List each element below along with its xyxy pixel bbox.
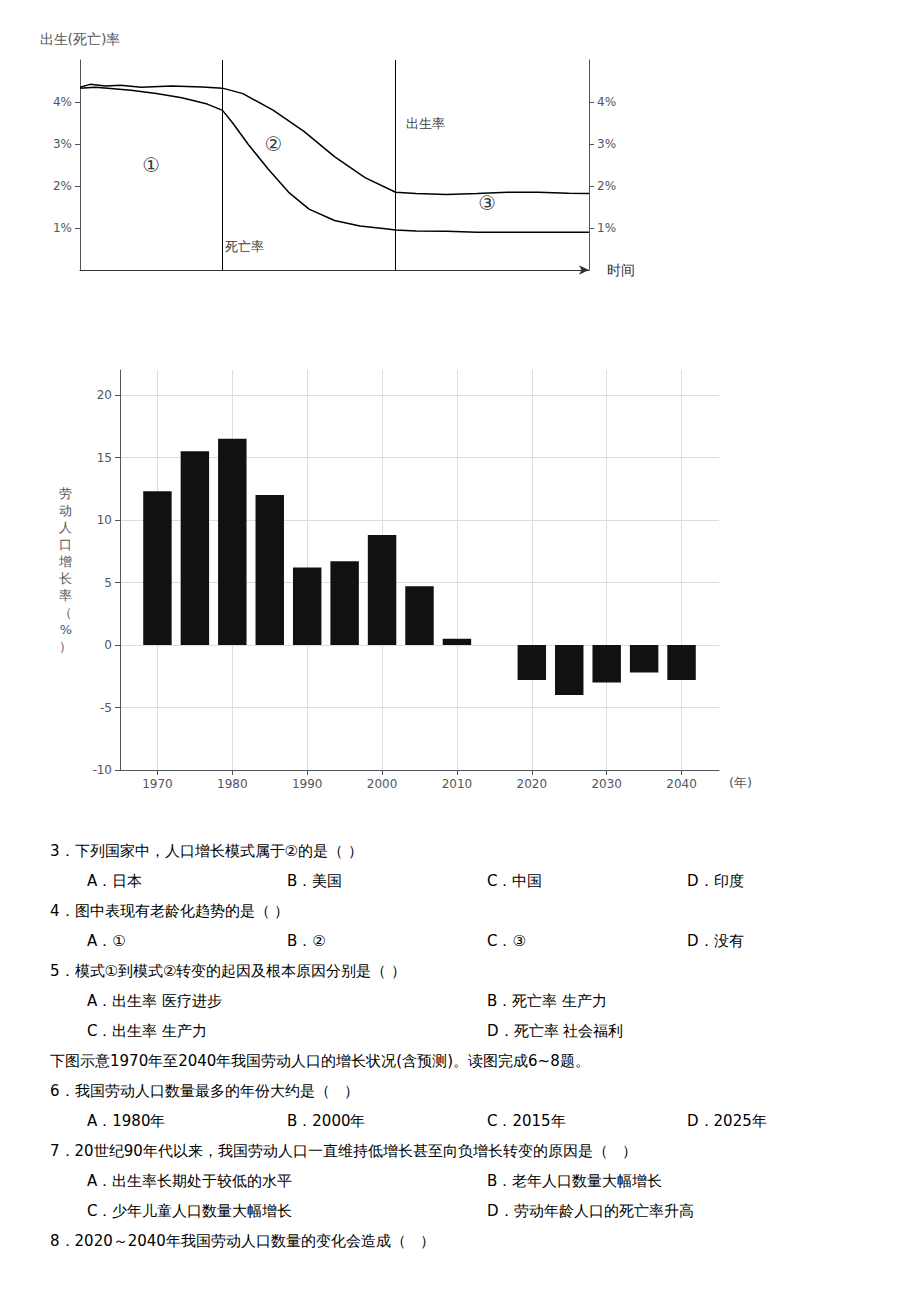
svg-text:3%: 3% (597, 137, 616, 151)
svg-text:1990: 1990 (292, 777, 323, 791)
svg-text:2020: 2020 (517, 777, 548, 791)
svg-text:-5: -5 (100, 701, 112, 715)
svg-text:2030: 2030 (591, 777, 622, 791)
svg-text:5: 5 (104, 576, 112, 590)
svg-text:动: 动 (59, 503, 72, 518)
svg-text:①: ① (142, 153, 160, 177)
svg-text:出生率: 出生率 (406, 116, 445, 131)
svg-text:(年): (年) (729, 775, 752, 790)
html-text:3．下列国家中，人口增长模式属于②的是（ ）: 3．下列国家中，人口增长模式属于②的是（ ） (50, 842, 363, 860)
svg-text:3%: 3% (53, 137, 72, 151)
svg-text:人: 人 (59, 520, 72, 535)
html-text:C．出生率 生产力: C．出生率 生产力 (87, 1022, 208, 1040)
svg-text:10: 10 (97, 513, 112, 527)
svg-text:③: ③ (478, 191, 496, 215)
html-text:7．20世纪90年代以来，我国劳动人口一直维持低增长甚至向负: 7．20世纪90年代以来，我国劳动人口一直维持低增长甚至向负增长转变的原因是（ … (50, 1142, 637, 1160)
svg-text:增: 增 (58, 554, 72, 569)
html-text:D．2025年: D．2025年 (687, 1112, 767, 1130)
svg-text:口: 口 (59, 537, 72, 552)
svg-text:1980: 1980 (217, 777, 248, 791)
html-text:D．没有: D．没有 (687, 932, 744, 950)
svg-text:率: 率 (59, 588, 72, 603)
html-text:A．1980年: A．1980年 (87, 1112, 166, 1130)
svg-text:长: 长 (59, 571, 72, 586)
svg-text:2040: 2040 (666, 777, 697, 791)
html-text:B．②: B．② (287, 932, 326, 950)
html-text:D．劳动年龄人口的死亡率升高: D．劳动年龄人口的死亡率升高 (487, 1202, 694, 1220)
html-text:5．模式①到模式②转变的起因及根本原因分别是（ ）: 5．模式①到模式②转变的起因及根本原因分别是（ ） (50, 962, 407, 980)
html-text:B．死亡率 生产力: B．死亡率 生产力 (487, 992, 608, 1010)
svg-text:死亡率: 死亡率 (225, 239, 264, 254)
svg-text:劳: 劳 (59, 486, 72, 501)
html-text:A．①: A．① (87, 932, 126, 950)
html-text:4．图中表现有老龄化趋势的是（ ）: 4．图中表现有老龄化趋势的是（ ） (50, 902, 290, 920)
svg-text:2010: 2010 (442, 777, 473, 791)
html-text:A．出生率 医疗进步: A．出生率 医疗进步 (87, 992, 222, 1010)
svg-text:15: 15 (97, 451, 112, 465)
html-text:B．美国: B．美国 (287, 872, 343, 890)
html-text:下图示意1970年至2040年我国劳动人口的增长状况(含预测: 下图示意1970年至2040年我国劳动人口的增长状况(含预测)。读图完成6~8题… (50, 1052, 590, 1070)
svg-text:2000: 2000 (367, 777, 398, 791)
html-text:8．2020～2040年我国劳动人口数量的变化会造成（ ）: 8．2020～2040年我国劳动人口数量的变化会造成（ ） (50, 1232, 436, 1250)
html-text:D．死亡率 社会福利: D．死亡率 社会福利 (487, 1022, 624, 1040)
svg-text:②: ② (264, 132, 282, 156)
html-text:B．老年人口数量大幅增长: B．老年人口数量大幅增长 (487, 1172, 663, 1190)
svg-text:2%: 2% (53, 179, 72, 193)
svg-text:4%: 4% (53, 95, 72, 109)
svg-text:-10: -10 (92, 763, 112, 777)
svg-text:0: 0 (104, 638, 112, 652)
svg-text:1%: 1% (597, 221, 616, 235)
svg-text:%: % (60, 622, 72, 637)
html-text:B．2000年: B．2000年 (287, 1112, 366, 1130)
html-text:C．少年儿童人口数量大幅增长: C．少年儿童人口数量大幅增长 (87, 1202, 293, 1220)
html-text:D．印度: D．印度 (687, 872, 744, 890)
html-text:C．③: C．③ (487, 932, 526, 950)
svg-text:1970: 1970 (142, 777, 173, 791)
html-text:C．2015年: C．2015年 (487, 1112, 566, 1130)
svg-text:）: ） (59, 639, 72, 654)
svg-text:出生(死亡)率: 出生(死亡)率 (40, 31, 121, 47)
html-text:C．中国: C．中国 (487, 872, 543, 890)
svg-text:时间: 时间 (607, 262, 635, 278)
svg-text:2%: 2% (597, 179, 616, 193)
html-text:A．出生率长期处于较低的水平: A．出生率长期处于较低的水平 (87, 1172, 293, 1190)
html-text:6．我国劳动人口数量最多的年份大约是（ ）: 6．我国劳动人口数量最多的年份大约是（ ） (50, 1082, 359, 1100)
svg-text:4%: 4% (597, 95, 616, 109)
svg-text:20: 20 (97, 388, 112, 402)
html-text:A．日本: A．日本 (87, 872, 143, 890)
svg-text:1%: 1% (53, 221, 72, 235)
svg-text:（: （ (59, 605, 72, 620)
